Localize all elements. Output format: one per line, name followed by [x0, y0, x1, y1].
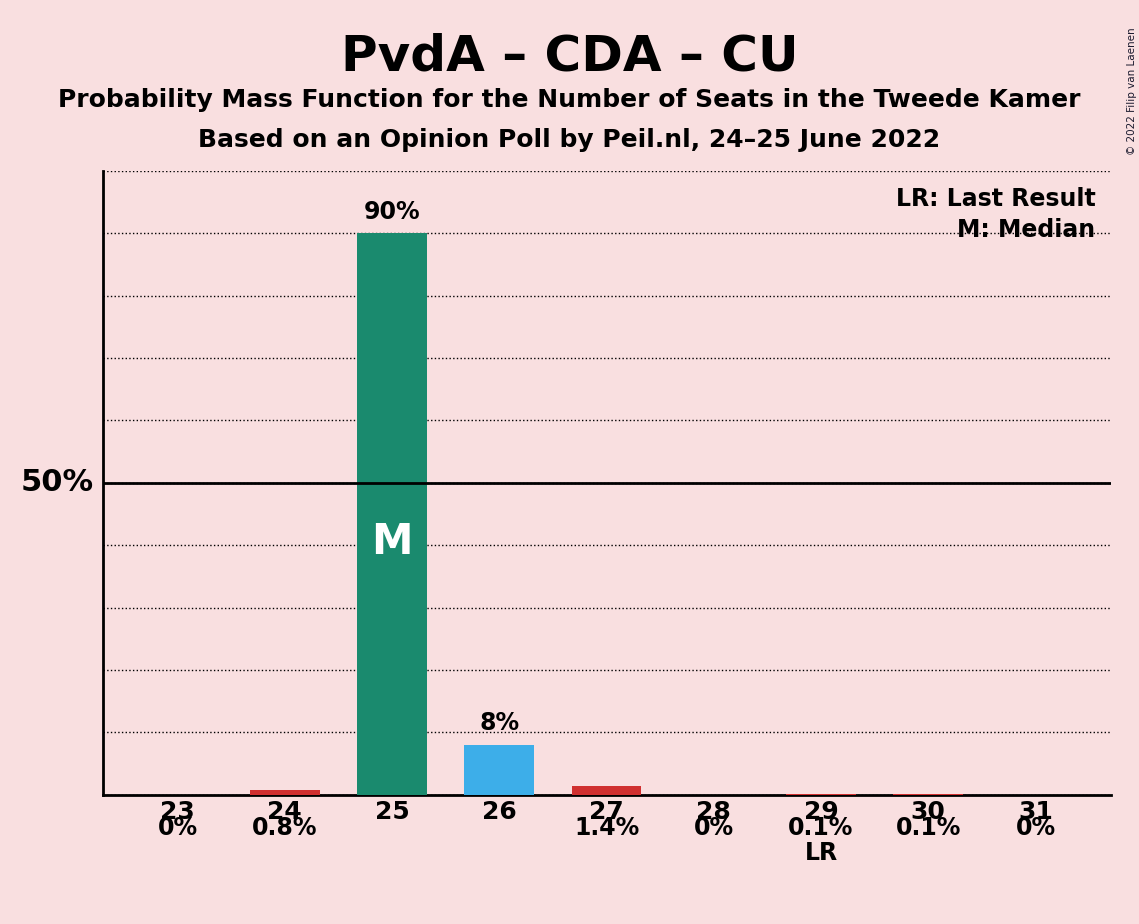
Text: LR: Last Result: LR: Last Result: [895, 187, 1096, 211]
Text: © 2022 Filip van Laenen: © 2022 Filip van Laenen: [1126, 28, 1137, 155]
Text: M: Median: M: Median: [957, 218, 1096, 242]
Text: M: M: [371, 521, 412, 563]
Bar: [358, 234, 427, 795]
Text: 0.1%: 0.1%: [895, 817, 961, 841]
Text: 1.4%: 1.4%: [574, 817, 639, 841]
Text: 50%: 50%: [21, 468, 93, 497]
Text: 0.8%: 0.8%: [252, 817, 318, 841]
Text: 90%: 90%: [363, 200, 420, 224]
Text: 0.1%: 0.1%: [788, 817, 853, 841]
Text: Based on an Opinion Poll by Peil.nl, 24–25 June 2022: Based on an Opinion Poll by Peil.nl, 24–…: [198, 128, 941, 152]
Text: LR: LR: [804, 842, 837, 866]
Bar: [465, 745, 534, 795]
Bar: [572, 786, 641, 795]
Text: 0%: 0%: [694, 817, 734, 841]
Text: 0%: 0%: [1015, 817, 1056, 841]
Text: PvdA – CDA – CU: PvdA – CDA – CU: [341, 32, 798, 80]
Text: 8%: 8%: [480, 711, 519, 736]
Bar: [249, 790, 320, 795]
Text: 0%: 0%: [157, 817, 198, 841]
Text: Probability Mass Function for the Number of Seats in the Tweede Kamer: Probability Mass Function for the Number…: [58, 88, 1081, 112]
